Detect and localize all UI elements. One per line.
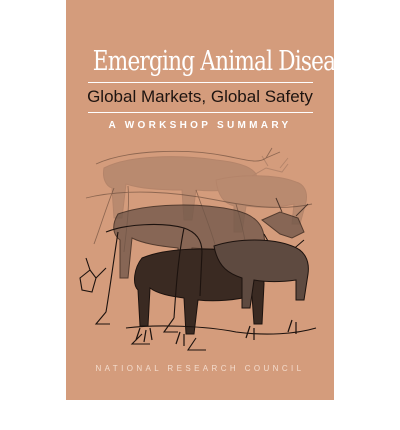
title-rule-bottom [88, 112, 313, 113]
series-line: A WORKSHOP SUMMARY [108, 120, 292, 131]
publisher-name: NATIONAL RESEARCH COUNCIL [95, 364, 305, 373]
title-rule-top [88, 82, 313, 83]
book-subtitle: Global Markets, Global Safety [87, 87, 313, 106]
cattle-herd-icon [79, 147, 317, 351]
book-title: Emerging Animal Diseases [92, 46, 334, 77]
book-cover: Emerging Animal Diseases Global Markets,… [66, 0, 334, 400]
